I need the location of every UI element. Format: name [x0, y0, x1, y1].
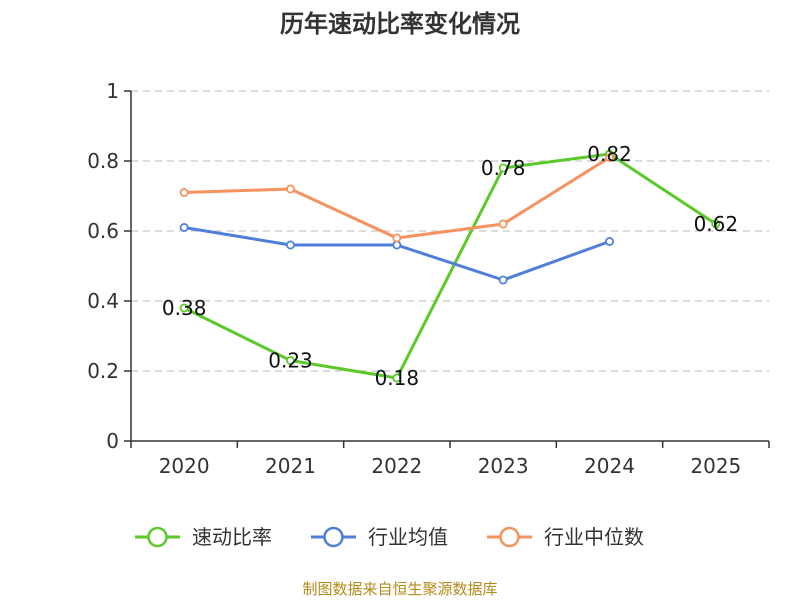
data-point[interactable] — [392, 233, 402, 243]
data-point[interactable] — [285, 240, 295, 250]
legend-label: 行业中位数 — [544, 525, 644, 549]
y-tick-label: 0.2 — [87, 359, 119, 383]
data-point[interactable] — [179, 303, 189, 313]
data-point[interactable] — [498, 163, 508, 173]
data-point[interactable] — [605, 236, 615, 246]
x-tick-label: 2025 — [690, 454, 741, 478]
data-point[interactable] — [711, 219, 721, 229]
data-label: 0.38 — [162, 296, 207, 320]
legend-label: 行业均值 — [368, 525, 448, 549]
data-point[interactable] — [605, 152, 615, 162]
data-point[interactable] — [285, 355, 295, 365]
data-label: 0.82 — [587, 142, 632, 166]
legend-marker-icon — [323, 526, 344, 548]
y-tick-label: 0.6 — [87, 219, 119, 243]
legend-marker-icon — [499, 526, 520, 548]
data-point[interactable] — [179, 222, 189, 232]
legend[interactable]: 速动比率 行业均值 行业中位数 — [135, 525, 644, 549]
legend-item-1[interactable]: 行业均值 — [311, 525, 448, 549]
series-line-2 — [184, 156, 611, 240]
x-tick-label: 2021 — [265, 454, 316, 478]
x-tick-label: 2022 — [371, 454, 422, 478]
y-tick-label: 0 — [106, 429, 119, 453]
data-label: 0.23 — [268, 349, 313, 373]
legend-marker-icon — [147, 526, 168, 548]
chart-title: 历年速动比率变化情况 — [280, 10, 520, 38]
data-label: 0.18 — [375, 366, 420, 390]
x-tick-label: 2023 — [478, 454, 529, 478]
data-point[interactable] — [285, 184, 295, 194]
y-tick-label: 0.8 — [87, 149, 119, 173]
legend-item-0[interactable]: 速动比率 — [135, 525, 272, 549]
data-labels: 0.38 0.23 0.18 0.78 0.82 0.62 — [162, 142, 738, 390]
data-label: 0.62 — [694, 212, 739, 236]
y-tick-label: 0.4 — [87, 289, 119, 313]
data-point[interactable] — [498, 275, 508, 285]
source-note: 制图数据来自恒生聚源数据库 — [302, 580, 498, 598]
legend-item-2[interactable]: 行业中位数 — [487, 525, 644, 549]
series-lines — [179, 149, 721, 383]
axes: 0 0.2 0.4 0.6 0.8 1 2020 2021 2022 2023 2024 2025 — [87, 79, 770, 478]
data-point[interactable] — [392, 373, 402, 383]
y-tick-label: 1 — [106, 79, 119, 103]
data-point[interactable] — [179, 187, 189, 197]
series-line-0 — [183, 152, 717, 380]
x-tick-label: 2024 — [584, 454, 635, 478]
x-tick-label: 2020 — [159, 454, 210, 478]
data-point[interactable] — [498, 219, 508, 229]
legend-label: 速动比率 — [192, 525, 272, 549]
data-label: 0.78 — [481, 156, 526, 180]
